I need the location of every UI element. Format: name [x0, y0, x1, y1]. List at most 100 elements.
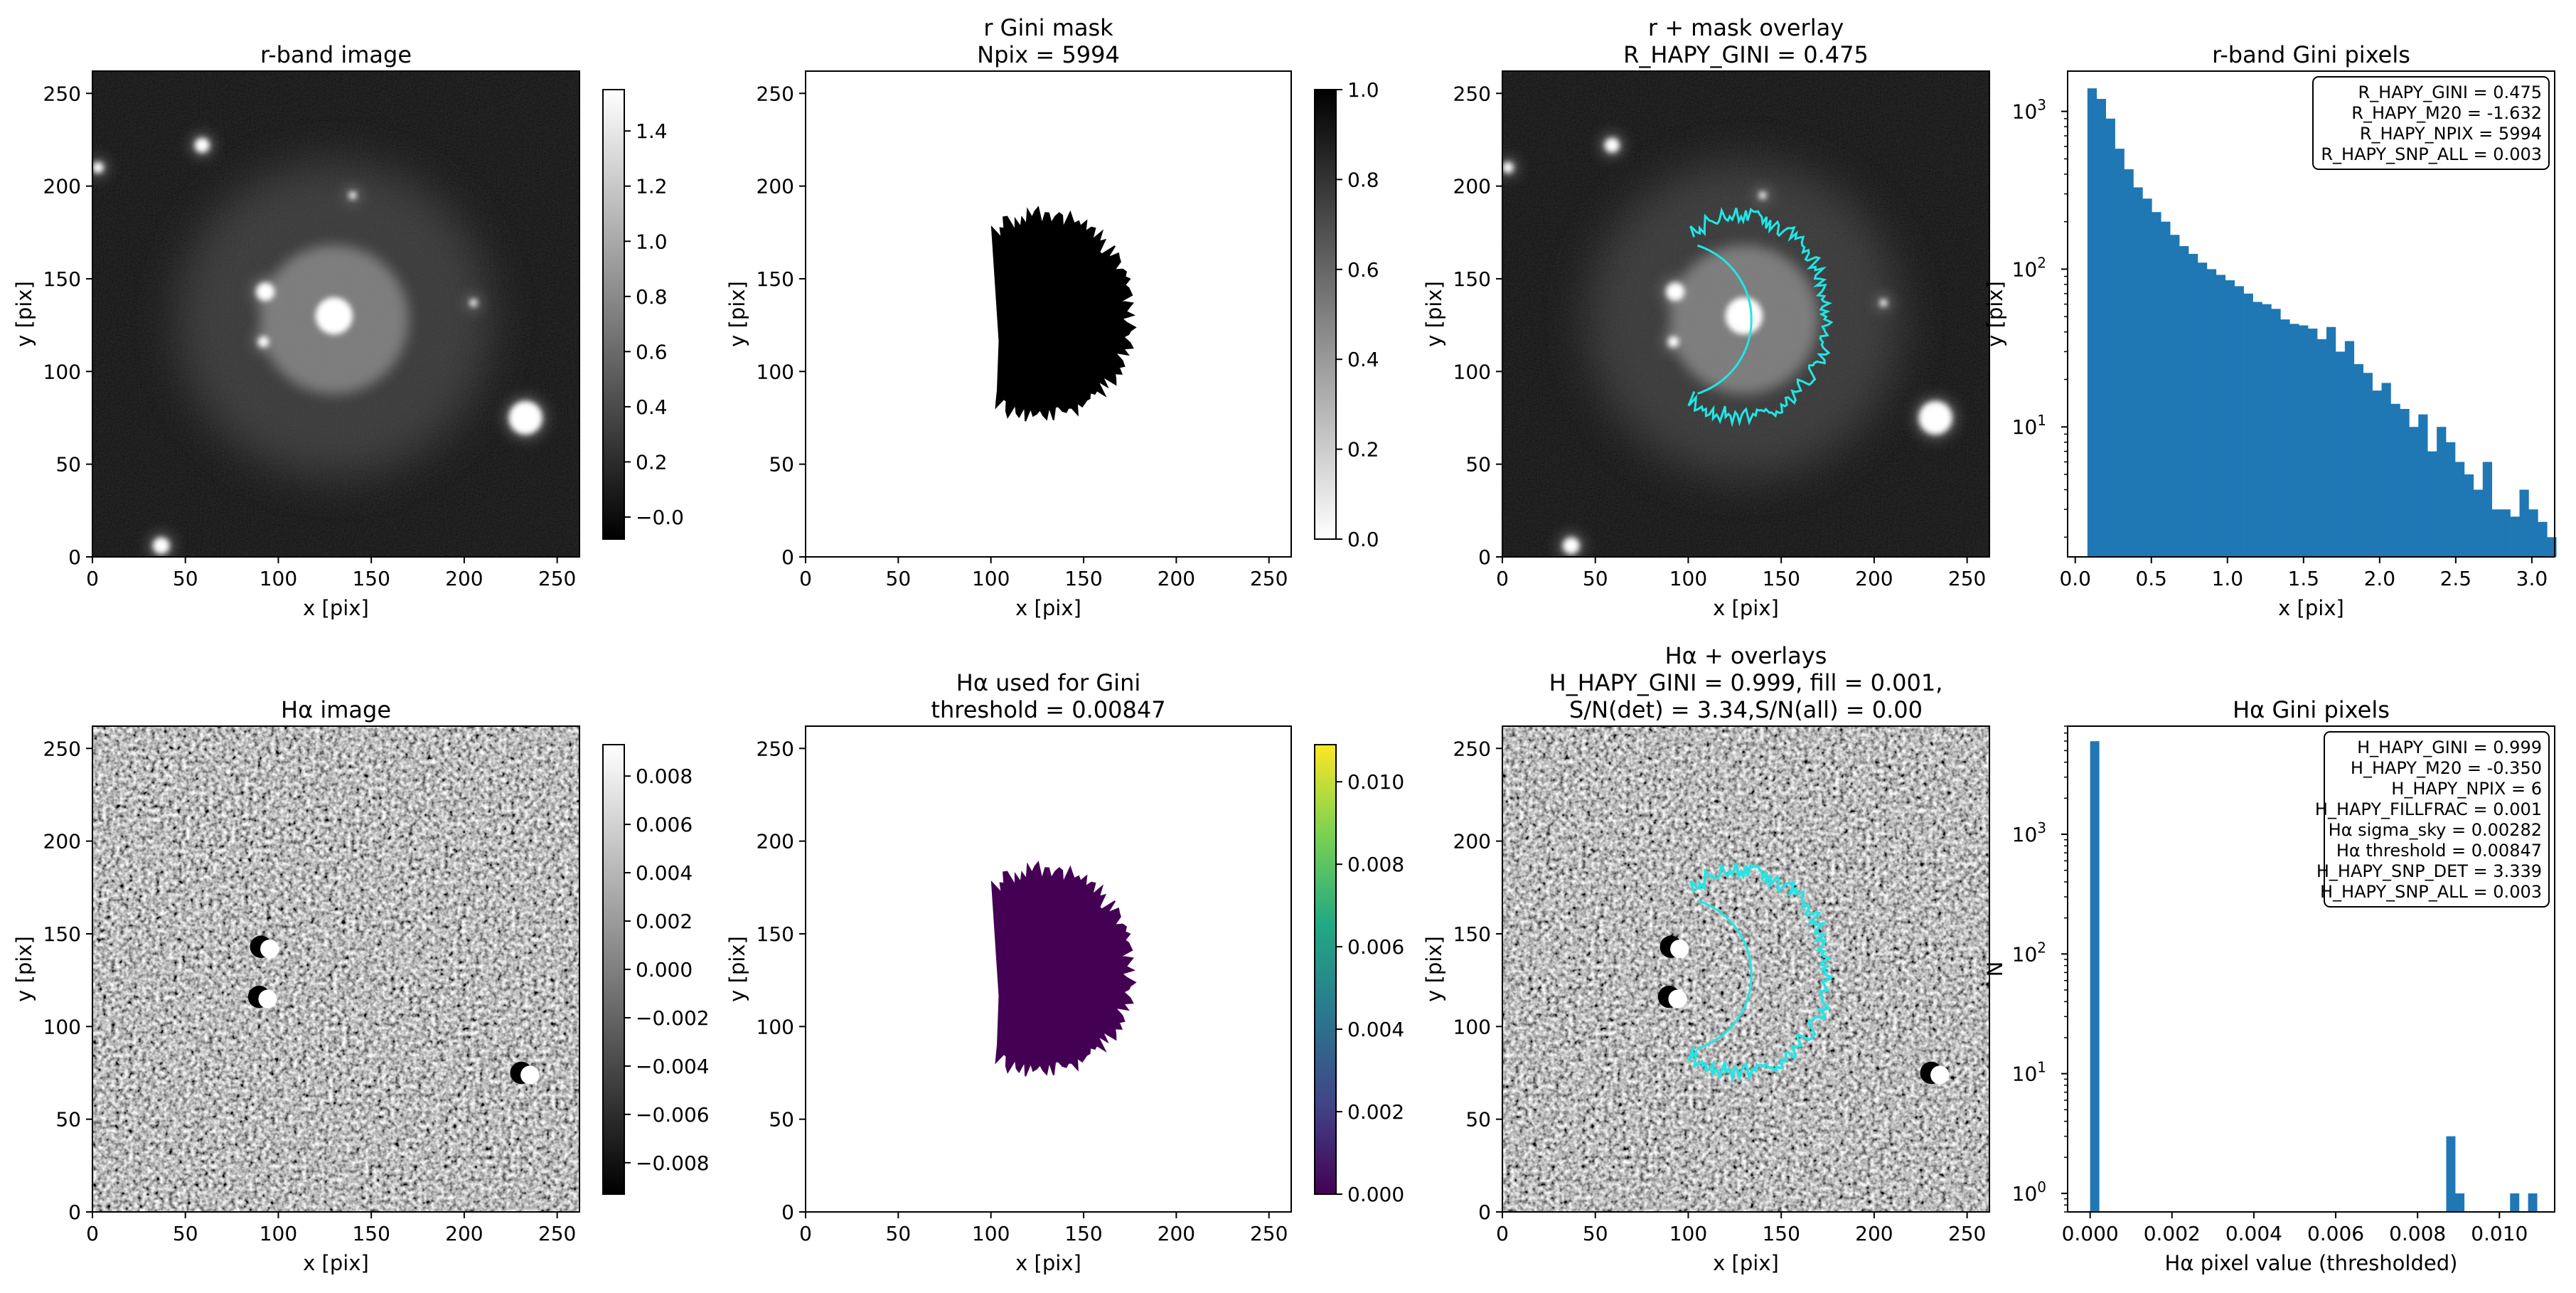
- x-tick-label: 100: [972, 567, 1010, 590]
- histogram-bar: [2087, 88, 2097, 557]
- histogram-bar: [2179, 246, 2189, 557]
- histogram-bar: [2335, 351, 2346, 557]
- y-tick-label: 0: [1478, 1201, 1491, 1224]
- x-tick-label: 0.0: [2059, 567, 2091, 590]
- histogram-bar: [2133, 187, 2143, 557]
- histogram-bar: [2243, 293, 2253, 557]
- x-tick-label: 3.0: [2516, 567, 2548, 590]
- colorbar-tick-label: 0.002: [636, 910, 693, 933]
- panel-title: Hα image: [281, 696, 391, 723]
- axes-frame: [1502, 70, 1990, 558]
- histogram-bar: [2197, 262, 2208, 557]
- histogram-bar: [2528, 1193, 2538, 1212]
- y-tick-label: 100: [757, 1015, 794, 1038]
- y-axis-label: y [pix]: [12, 281, 36, 347]
- y-tick-label: 150: [43, 922, 81, 946]
- star: [152, 537, 170, 555]
- colorbar-tick-label: −0.004: [636, 1055, 710, 1078]
- x-tick-label: 2.0: [2364, 567, 2396, 590]
- image-layer: [92, 726, 579, 1212]
- histogram-bar: [2317, 339, 2327, 557]
- axes: 0 50 100 150 200 250 0 50 100 150 200 250 x [pix] y […: [1422, 70, 1990, 620]
- histogram-bar: [2326, 326, 2336, 557]
- y-tick-label: 250: [43, 82, 81, 105]
- histogram-bar: [2372, 390, 2382, 557]
- star: [257, 336, 269, 348]
- colorbar: −0.0 0.2 0.4 0.6 0.8 1.0 1.2 1.4: [602, 89, 684, 540]
- histogram-bar: [2353, 363, 2364, 557]
- y-tick-label: 100: [757, 360, 794, 383]
- galaxy-core: [315, 297, 353, 335]
- histogram-bar: [2115, 149, 2125, 558]
- x-axis-label: Hα pixel value (thresholded): [2165, 1251, 2458, 1275]
- panel-title: Npix = 5994: [977, 41, 1120, 68]
- y-tick-exponent: 2: [2037, 939, 2046, 956]
- axes-frame: [1502, 725, 1990, 1213]
- x-tick-label: 50: [173, 567, 198, 590]
- colorbar-gradient: [1314, 89, 1337, 540]
- panel-p3: 0 50 100 150 200 250 0 50 100 150 200 250 x [pix] y […: [1422, 14, 1990, 620]
- histogram-bar: [2161, 221, 2171, 557]
- y-tick-label: 102: [2012, 254, 2046, 281]
- x-tick-label: 200: [1855, 1222, 1893, 1245]
- y-tick-label: 103: [2012, 819, 2046, 846]
- x-tick-label: 50: [886, 567, 912, 590]
- x-tick-label: 100: [260, 567, 297, 590]
- panel-p8: 0.000 0.002 0.004 0.006 0.008 0.0101001011021…: [1983, 696, 2555, 1275]
- histogram-bar: [2510, 516, 2520, 557]
- axes-frame: [805, 725, 1292, 1213]
- x-tick-label: 50: [1583, 567, 1608, 590]
- colorbar: 0.0 0.2 0.4 0.6 0.8 1.0: [1314, 78, 1379, 551]
- histogram-bar: [2400, 408, 2410, 557]
- colorbar-tick-label: 0.8: [636, 285, 668, 309]
- y-tick-exponent: 3: [2037, 819, 2046, 836]
- stats-line: R_HAPY_GINI = 0.475: [2358, 83, 2542, 102]
- y-tick-label: 50: [1465, 1108, 1491, 1132]
- x-axis-label: x [pix]: [303, 596, 369, 620]
- histogram-bar: [2262, 304, 2272, 557]
- y-tick-label: 101: [2012, 412, 2046, 439]
- histogram-bar: [2142, 198, 2152, 557]
- x-tick-label: 0.5: [2135, 567, 2167, 590]
- star: [1758, 191, 1767, 199]
- histogram-bar: [2096, 99, 2106, 557]
- colorbar-gradient: [602, 744, 625, 1195]
- stats-line: H_HAPY_SNP_ALL = 0.003: [2320, 882, 2542, 902]
- y-tick-label: 150: [757, 267, 794, 291]
- histogram-bar: [2427, 451, 2437, 557]
- residual-bright: [258, 989, 277, 1009]
- axes: 0 50 100 150 200 250 0 50 100 150 200 250 x [pix] y […: [12, 70, 580, 620]
- histogram-bar: [2105, 118, 2115, 558]
- image-layer: [1502, 71, 1989, 557]
- histogram-bar: [2216, 275, 2226, 557]
- histogram-bar: [2473, 489, 2484, 557]
- stats-line: Hα threshold = 0.00847: [2336, 841, 2542, 861]
- stats-line: H_HAPY_SNP_DET = 3.339: [2316, 861, 2542, 881]
- panel-title: r-band image: [260, 41, 412, 68]
- residual-bright: [1670, 940, 1689, 959]
- panel-title: r-band Gini pixels: [2212, 41, 2410, 68]
- histogram-bar: [2510, 1193, 2520, 1212]
- y-tick-exponent: 3: [2037, 97, 2046, 114]
- x-tick-label: 150: [1762, 567, 1800, 590]
- y-tick-label: 200: [1453, 175, 1491, 198]
- panel-title: threshold = 0.00847: [931, 696, 1165, 723]
- image-layer: [1502, 726, 1989, 1212]
- histogram-bar: [2308, 329, 2318, 557]
- star: [508, 400, 543, 435]
- star: [194, 137, 210, 153]
- axes-frame: [92, 725, 580, 1213]
- histogram-bar: [2206, 269, 2217, 557]
- y-tick-label: 0: [68, 546, 81, 569]
- x-tick-label: 200: [1158, 1222, 1195, 1245]
- x-tick-label: 150: [1762, 1222, 1800, 1245]
- colorbar-tick-label: −0.008: [636, 1151, 710, 1175]
- histogram-bar: [2446, 1136, 2456, 1212]
- colorbar-tick-label: 0.006: [1347, 935, 1404, 959]
- y-tick-label: 150: [1453, 267, 1491, 291]
- panel-title: H_HAPY_GINI = 0.999, fill = 0.001,: [1549, 669, 1943, 696]
- colorbar-tick-label: 1.2: [636, 175, 668, 198]
- x-axis-label: x [pix]: [1015, 1251, 1081, 1275]
